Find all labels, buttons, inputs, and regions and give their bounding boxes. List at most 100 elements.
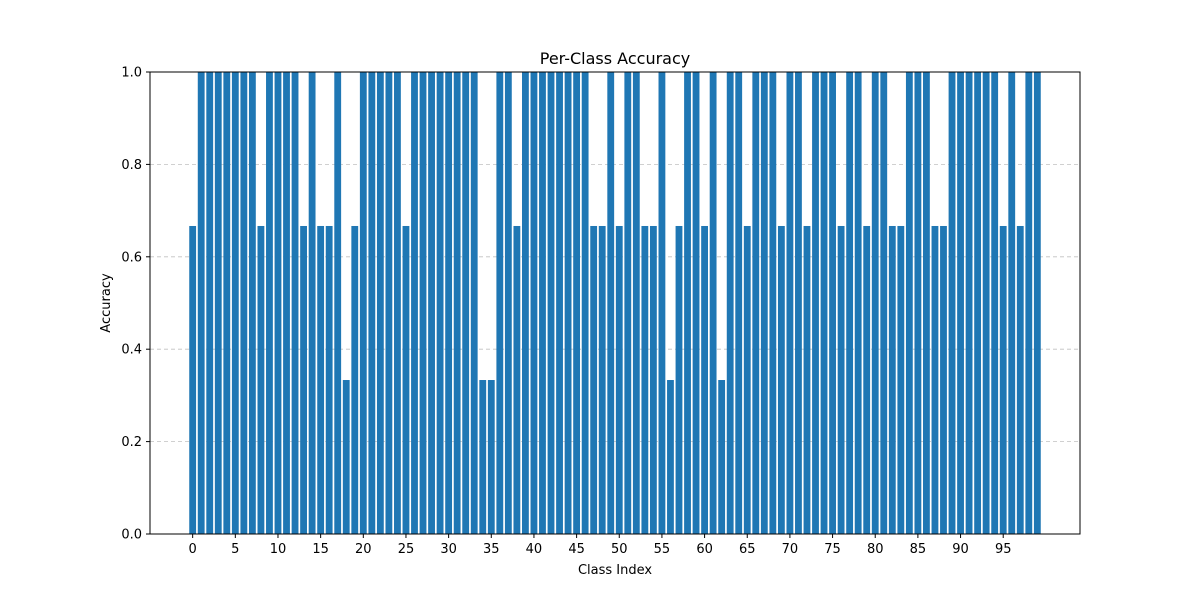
x-tick-label: 70	[782, 542, 799, 557]
bar	[428, 72, 435, 534]
bar	[231, 72, 239, 534]
bar	[556, 72, 563, 534]
bar	[1016, 225, 1024, 534]
bar	[982, 72, 990, 534]
bar	[530, 72, 538, 534]
bar	[692, 72, 700, 534]
bar	[590, 225, 598, 534]
bar	[214, 72, 222, 534]
bar	[547, 72, 555, 534]
bar	[248, 72, 256, 534]
bar	[897, 225, 905, 534]
bar	[863, 225, 871, 534]
bar	[709, 72, 717, 534]
y-tick-label: 1.0	[121, 66, 142, 81]
x-tick-label: 80	[867, 542, 884, 557]
bar	[274, 72, 282, 534]
bar	[462, 72, 470, 534]
x-tick-label: 25	[398, 542, 415, 557]
bar	[829, 72, 836, 534]
bar	[291, 72, 299, 534]
bar	[385, 72, 393, 534]
bar	[300, 225, 307, 534]
bar	[931, 225, 939, 534]
bar	[504, 72, 512, 534]
bar	[564, 72, 572, 534]
x-tick-label: 30	[440, 542, 457, 557]
bar	[598, 225, 606, 534]
bar	[726, 72, 734, 534]
bar	[914, 72, 922, 534]
bar	[701, 225, 708, 534]
bar	[573, 72, 581, 534]
bar	[880, 72, 888, 534]
bar	[905, 72, 913, 534]
x-axis-label: Class Index	[578, 563, 652, 578]
bar	[718, 380, 726, 534]
bar	[376, 72, 384, 534]
x-tick-label: 50	[611, 542, 628, 557]
bar	[436, 72, 444, 534]
x-tick-label: 90	[952, 542, 969, 557]
bar	[837, 225, 845, 534]
bar	[402, 225, 410, 534]
x-tick-label: 35	[483, 542, 500, 557]
bar	[411, 72, 418, 534]
bar	[846, 72, 854, 534]
bar	[522, 72, 529, 534]
bar	[888, 225, 896, 534]
bar	[684, 72, 691, 534]
y-axis-label: Accuracy	[99, 273, 114, 333]
y-tick-label: 0.0	[121, 528, 142, 543]
bar	[957, 72, 964, 534]
bar	[283, 72, 290, 534]
y-tick-label: 0.4	[121, 343, 142, 358]
bar	[266, 72, 273, 534]
bar	[641, 225, 649, 534]
bar	[496, 72, 504, 534]
bar	[1025, 72, 1033, 534]
bar	[769, 72, 777, 534]
bar	[752, 72, 760, 534]
bar	[743, 225, 751, 534]
bar	[675, 225, 683, 534]
bar	[359, 72, 367, 534]
bar	[632, 72, 640, 534]
bar	[735, 72, 743, 534]
y-tick-label: 0.2	[121, 435, 142, 450]
bar	[257, 225, 265, 534]
bar	[189, 225, 197, 534]
bar	[871, 72, 879, 534]
bar	[999, 225, 1007, 534]
bar	[223, 72, 231, 534]
bar	[308, 72, 316, 534]
bar	[607, 72, 615, 534]
bar	[479, 380, 487, 534]
bar	[1033, 72, 1041, 534]
bar	[325, 225, 333, 534]
bar	[470, 72, 478, 534]
bar	[948, 72, 956, 534]
x-tick-label: 95	[995, 542, 1012, 557]
x-axis-ticks: 0 5 10 15 20 25 30 35 40 45 50 55 60 65 70 75 80 85 90 95	[189, 534, 1012, 557]
x-tick-label: 55	[654, 542, 671, 557]
x-tick-label: 15	[312, 542, 329, 557]
x-tick-label: 5	[231, 542, 239, 557]
bar	[803, 225, 811, 534]
bar	[394, 72, 401, 534]
x-tick-label: 40	[526, 542, 543, 557]
bar	[317, 225, 325, 534]
bar	[368, 72, 376, 534]
y-tick-label: 0.8	[121, 158, 142, 173]
bar	[419, 72, 427, 534]
bar	[760, 72, 768, 534]
bar	[487, 380, 495, 534]
bar	[854, 72, 862, 534]
x-tick-label: 45	[568, 542, 585, 557]
bar	[658, 72, 666, 534]
bar	[667, 380, 674, 534]
bar	[445, 72, 453, 534]
bar	[820, 72, 828, 534]
